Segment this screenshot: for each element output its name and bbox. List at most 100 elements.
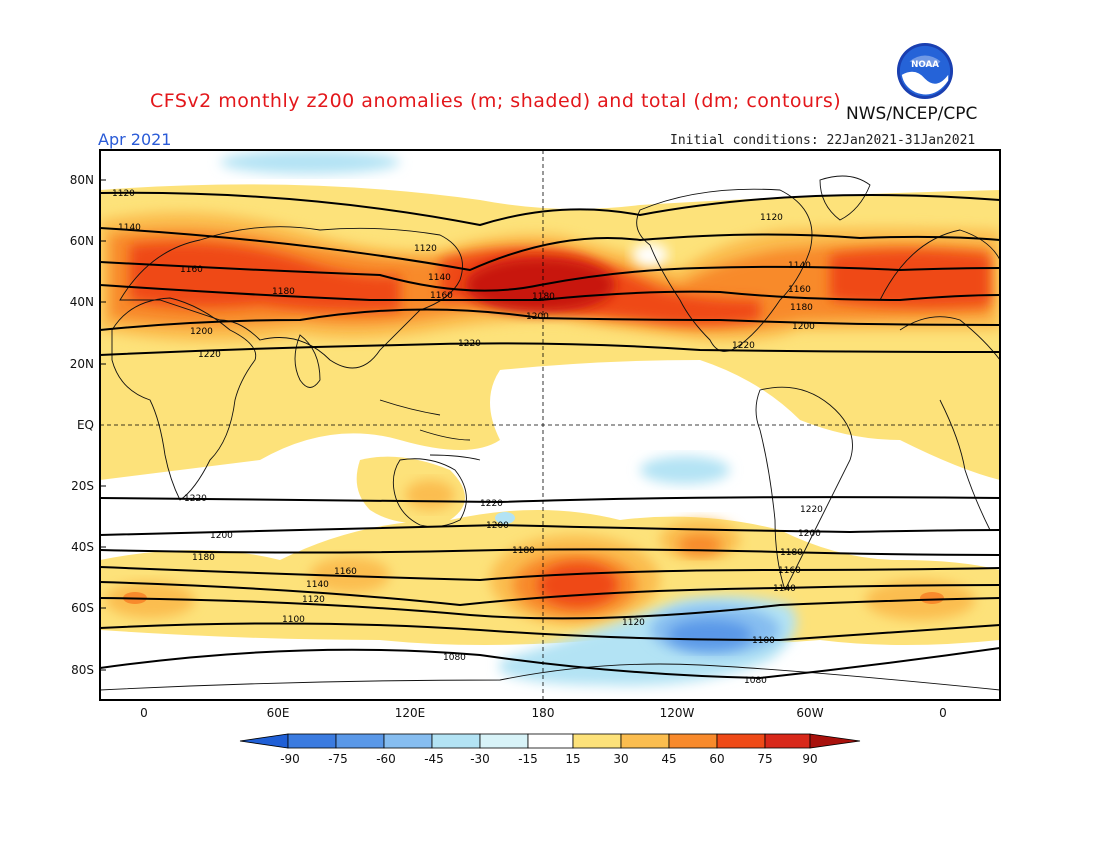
contour-label: 1140 — [773, 584, 796, 594]
colorbar-tick: 60 — [709, 752, 724, 766]
height-contours — [100, 191, 1000, 680]
contour-label: 1160 — [788, 285, 811, 295]
contour-label: 1200 — [798, 529, 821, 539]
colorbar-tick: 90 — [802, 752, 817, 766]
colorbar-tick: -90 — [280, 752, 300, 766]
lat-label: 80N — [70, 173, 94, 187]
lat-label: 40N — [70, 295, 94, 309]
contour-1160-nh — [100, 261, 1000, 292]
contour-label: 1080 — [744, 676, 767, 686]
chart-title: CFSv2 monthly z200 anomalies (m; shaded)… — [150, 90, 842, 112]
contour-label: 1180 — [192, 553, 215, 563]
contour-label: 1220 — [458, 339, 481, 349]
contour-1100-sh — [100, 622, 1000, 642]
contour-1220-nh — [100, 342, 1000, 356]
contour-label: 1180 — [790, 303, 813, 313]
contour-label: 1220 — [732, 341, 755, 351]
contour-label: 1160 — [334, 567, 357, 577]
colorbar-tick: 15 — [565, 752, 580, 766]
anomaly-shading — [100, 150, 1000, 686]
lat-label: 20N — [70, 357, 94, 371]
contour-label: 1100 — [752, 636, 775, 646]
contour-1120-sh — [100, 597, 1000, 620]
colorbar-labels: -90 -75 -60 -45 -30 -15 15 30 45 60 75 9… — [280, 752, 817, 766]
contour-label: 1080 — [443, 653, 466, 663]
colorbar-swatch — [287, 733, 337, 749]
colorbar-tick: -75 — [328, 752, 348, 766]
map-frame — [99, 149, 1001, 701]
colorbar-swatch — [620, 733, 670, 749]
colorbar-swatch — [764, 733, 811, 749]
colorbar-right-arrow — [809, 733, 861, 749]
contour-label: 1120 — [302, 595, 325, 605]
colorbar-swatch — [527, 733, 574, 749]
contour-label: 1180 — [780, 548, 803, 558]
contour-1180-sh — [100, 548, 1000, 556]
contour-label: 1200 — [792, 322, 815, 332]
longitude-axis: 0 60E 120E 180 120W 60W 0 — [140, 706, 947, 720]
colorbar-left-arrow — [239, 733, 289, 749]
contour-label: 1140 — [118, 223, 141, 233]
contour-1120-nh — [100, 191, 1000, 227]
contour-1200-sh — [100, 523, 1000, 536]
lat-label: EQ — [77, 418, 94, 432]
lat-label: 20S — [71, 479, 94, 493]
colorbar-swatch — [479, 733, 529, 749]
colorbar-tick: -30 — [470, 752, 490, 766]
colorbar-tick: 45 — [661, 752, 676, 766]
colorbar-tick: 75 — [757, 752, 772, 766]
contour-1140-sh — [100, 581, 1000, 607]
contour-1180-nh — [100, 284, 1000, 302]
contour-label: 1220 — [480, 499, 503, 509]
lon-label: 60W — [796, 706, 823, 720]
contour-label: 1200 — [190, 327, 213, 337]
noaa-logo-icon: NOAA — [896, 42, 954, 100]
contour-1200-nh — [100, 308, 1000, 331]
contour-label: 1160 — [778, 566, 801, 576]
lat-label: 60S — [71, 601, 94, 615]
contour-label: 1200 — [486, 521, 509, 531]
initial-conditions-label: Initial conditions: 22Jan2021-31Jan2021 — [670, 133, 976, 148]
lon-label: 120W — [660, 706, 695, 720]
contour-1080-sh — [100, 647, 1000, 680]
colorbar-tick: -15 — [518, 752, 538, 766]
contour-label: 1120 — [760, 213, 783, 223]
colorbar-tick: -60 — [376, 752, 396, 766]
contour-label: 1120 — [112, 189, 135, 199]
organization-label: NWS/NCEP/CPC — [846, 104, 978, 124]
contour-label: 1220 — [198, 350, 221, 360]
contour-1140-nh — [100, 227, 1000, 272]
valid-month-label: Apr 2021 — [98, 130, 172, 149]
colorbar-tick: -45 — [424, 752, 444, 766]
latitude-ticks — [100, 179, 106, 671]
contour-label: 1200 — [210, 531, 233, 541]
contour-label: 1160 — [430, 291, 453, 301]
contour-label: 1160 — [180, 265, 203, 275]
lat-label: 80S — [71, 663, 94, 677]
contour-label: 1140 — [788, 261, 811, 271]
colorbar-swatch — [716, 733, 766, 749]
contour-1220-sh — [100, 496, 1000, 504]
contour-label: 1140 — [428, 273, 451, 283]
colorbar — [239, 733, 861, 749]
lon-label: 0 — [140, 706, 148, 720]
contour-labels: 1120 1140 1160 1180 1200 1220 1120 1140 … — [112, 189, 823, 686]
colorbar-swatch — [668, 733, 718, 749]
lon-label: 60E — [267, 706, 290, 720]
lon-label: 120E — [395, 706, 426, 720]
lon-label: 180 — [532, 706, 555, 720]
latitude-axis: 80N 60N 40N 20N EQ 20S 40S 60S 80S — [70, 173, 94, 677]
contour-label: 1200 — [526, 312, 549, 322]
contour-label: 1180 — [272, 287, 295, 297]
contour-label: 1120 — [622, 618, 645, 628]
contour-label: 1120 — [414, 244, 437, 254]
contour-label: 1140 — [306, 580, 329, 590]
colorbar-tick: 30 — [613, 752, 628, 766]
noaa-logo-text: NOAA — [911, 60, 939, 70]
contour-1160-sh — [100, 566, 1000, 582]
lon-label: 0 — [939, 706, 947, 720]
colorbar-swatch — [335, 733, 385, 749]
colorbar-swatch — [383, 733, 433, 749]
contour-label: 1220 — [184, 494, 207, 504]
